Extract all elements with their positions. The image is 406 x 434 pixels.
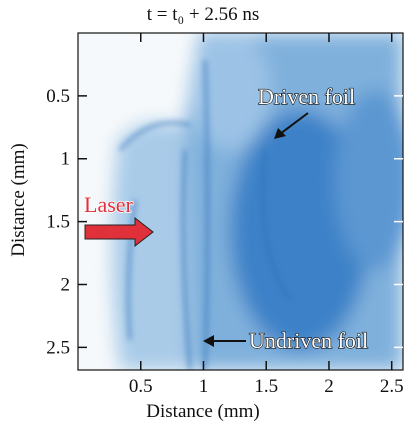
y-tick-label: 1.5	[46, 212, 70, 233]
y-axis-label: Distance (mm)	[8, 143, 29, 256]
annotation: Laser	[84, 192, 134, 217]
y-tick-label: 2.5	[46, 337, 70, 358]
plot-frame	[77, 32, 404, 371]
laser-arrow	[84, 216, 154, 248]
annotation: Undriven foil	[249, 328, 368, 353]
y-tick-label: 2	[61, 274, 71, 295]
y-tick-label: 0.5	[46, 86, 70, 107]
y-tick-label: 1	[61, 149, 71, 170]
chart-title: t = t₀ + 2.56 ns	[147, 4, 260, 25]
annotation: Driven foil	[258, 84, 355, 109]
arrow-head	[203, 335, 214, 347]
x-tick-label: 1	[199, 376, 209, 397]
x-tick-label: 2	[324, 376, 334, 397]
x-tick-label: 2.5	[380, 376, 404, 397]
x-tick-label: 1.5	[254, 376, 278, 397]
arrow	[279, 112, 309, 135]
arrow-head	[274, 128, 286, 139]
x-axis-label: Distance (mm)	[146, 401, 259, 422]
x-tick-label: 0.5	[129, 376, 153, 397]
radiograph	[78, 33, 403, 370]
